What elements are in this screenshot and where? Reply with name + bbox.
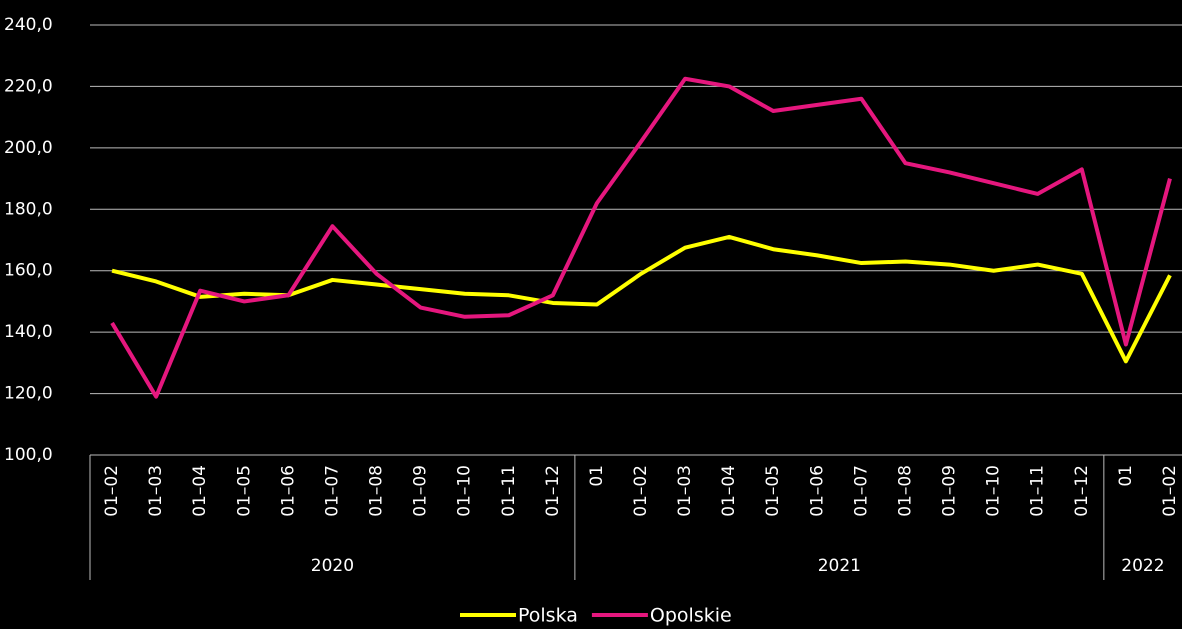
- x-tick-label: 01–10: [455, 465, 475, 517]
- x-tick-label: 01–08: [367, 465, 387, 517]
- group-label: 2020: [311, 556, 354, 576]
- x-tick-label: 01–08: [895, 465, 915, 517]
- y-tick-label: 120,0: [4, 384, 53, 404]
- legend-label: Opolskie: [650, 605, 732, 627]
- x-tick-label: 01–07: [322, 465, 342, 517]
- x-tick-label: 01–06: [278, 465, 298, 517]
- y-tick-label: 140,0: [4, 322, 53, 342]
- x-tick-label: 01–07: [851, 465, 871, 517]
- series-line: [110, 76, 1172, 399]
- group-label: 2022: [1121, 556, 1164, 576]
- x-tick-label: 01–02: [631, 465, 651, 517]
- x-tick-label: 01–11: [499, 465, 519, 517]
- legend-label: Polska: [518, 605, 578, 627]
- x-tick-label: 01: [587, 465, 607, 487]
- y-tick-label: 220,0: [4, 76, 53, 96]
- x-tick-label: 01–02: [1160, 465, 1180, 517]
- x-tick-label: 01–04: [719, 465, 739, 517]
- group-label: 2021: [818, 556, 861, 576]
- y-tick-label: 160,0: [4, 261, 53, 281]
- x-tick-label: 01–10: [984, 465, 1004, 517]
- x-tick-label: 01–09: [940, 465, 960, 517]
- x-tick-label: 01–02: [102, 465, 122, 517]
- x-tick-label: 01–03: [146, 465, 166, 517]
- x-tick-label: 01–09: [411, 465, 431, 517]
- x-tick-label: 01–11: [1028, 465, 1048, 517]
- x-tick-label: 01–05: [234, 465, 254, 517]
- y-tick-label: 180,0: [4, 199, 53, 219]
- x-tick-label: 01–03: [675, 465, 695, 517]
- x-tick-label: 01–04: [190, 465, 210, 517]
- y-tick-label: 240,0: [4, 15, 53, 35]
- x-tick-label: 01–12: [543, 465, 563, 517]
- x-tick-label: 01–12: [1072, 465, 1092, 517]
- x-tick-label: 01: [1116, 465, 1136, 487]
- y-tick-label: 100,0: [4, 445, 53, 465]
- x-tick-label: 01–05: [763, 465, 783, 517]
- x-tick-label: 01–06: [807, 465, 827, 517]
- y-tick-label: 200,0: [4, 138, 53, 158]
